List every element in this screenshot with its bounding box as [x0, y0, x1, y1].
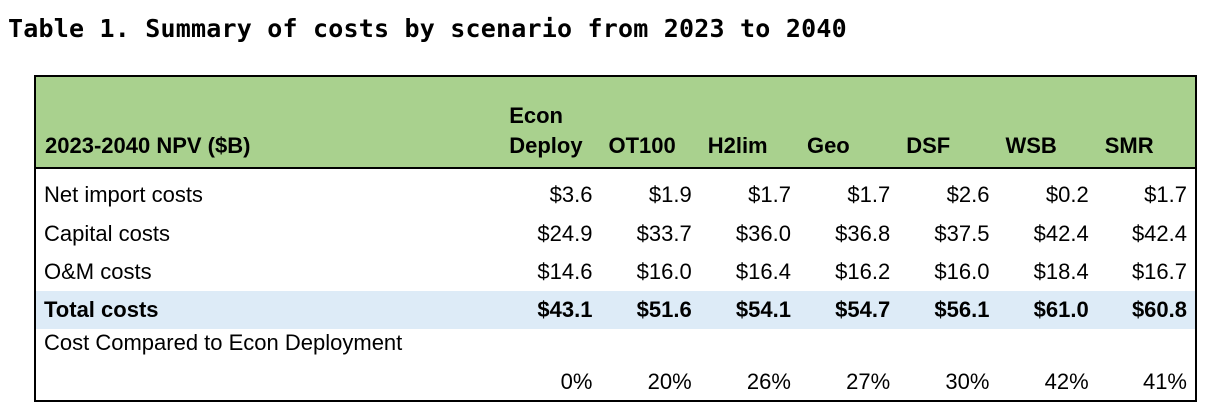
cell-value: $14.6 — [537, 259, 593, 284]
column-header-ot100: OT100 — [600, 75, 700, 169]
cell-value: $43.1 — [537, 297, 593, 322]
column-header-dsf: DSF — [898, 75, 998, 169]
table-row-capital: Capital costs $24.9 $33.7 $36.0 $36.8 $3… — [33, 215, 1198, 253]
cell-value: $16.0 — [934, 259, 990, 284]
cell-value: $33.7 — [636, 221, 692, 246]
column-header-line2: H2lim — [707, 133, 768, 158]
cell-value: $16.2 — [835, 259, 891, 284]
table-header-row: 2023-2040 NPV ($B) Econ Deploy OT100 H2l… — [33, 75, 1198, 169]
cell-value: $18.4 — [1033, 259, 1089, 284]
cell-value: $51.6 — [636, 297, 692, 322]
cell-value: $1.7 — [748, 182, 791, 207]
cell-value: $24.9 — [537, 221, 593, 246]
cell-value: $36.8 — [835, 221, 891, 246]
cell-value: $1.7 — [847, 182, 891, 207]
cell-value: 0% — [501, 364, 601, 402]
cell-value: $1.7 — [1096, 168, 1198, 215]
column-header-line2: Geo — [806, 133, 850, 158]
empty-cell — [600, 329, 699, 364]
cell-value: $16.0 — [636, 259, 692, 284]
cell-value: $42.4 — [1096, 215, 1198, 253]
cell-value: $16.7 — [1096, 253, 1198, 291]
empty-cell — [1096, 329, 1198, 364]
cell-value: $54.7 — [835, 297, 891, 322]
column-header-smr: SMR — [1096, 75, 1198, 169]
empty-cell — [33, 364, 502, 402]
cell-value: $56.1 — [934, 297, 990, 322]
column-header-line2: OT100 — [608, 133, 676, 158]
cell-value: 20% — [600, 364, 700, 402]
empty-cell — [501, 329, 600, 364]
table-row-net-import: Net import costs $3.6 $1.9 $1.7 $1.7 $2.… — [33, 168, 1198, 215]
header-label: 2023-2040 NPV ($B) — [33, 75, 502, 169]
row-label: Capital costs — [33, 215, 502, 253]
table-row-comparison-label: Cost Compared to Econ Deployment — [33, 329, 1198, 364]
empty-cell — [997, 329, 1096, 364]
row-label: Total costs — [33, 291, 502, 329]
column-header-line2: WSB — [1005, 133, 1057, 158]
cell-value: $16.4 — [735, 259, 791, 284]
column-header-line2: DSF — [906, 133, 951, 158]
empty-cell — [700, 329, 799, 364]
cell-value: 30% — [898, 364, 998, 402]
column-header-econ-deploy: Econ Deploy — [501, 75, 601, 169]
cell-value: 42% — [997, 364, 1097, 402]
table-row-total: Total costs $43.1 $51.6 $54.1 $54.7 $56.… — [33, 291, 1198, 329]
cell-value: $42.4 — [1033, 221, 1089, 246]
comparison-label: Cost Compared to Econ Deployment — [33, 329, 502, 364]
table-row-comparison-values: 0% 20% 26% 27% 30% 42% 41% — [33, 364, 1198, 402]
cell-value: $61.0 — [1033, 297, 1089, 322]
cell-value: $36.0 — [735, 221, 791, 246]
row-label: O&M costs — [33, 253, 502, 291]
cell-value: 26% — [699, 364, 799, 402]
column-header-line1: Econ — [509, 103, 563, 128]
column-header-h2lim: H2lim — [699, 75, 799, 169]
row-label: Net import costs — [33, 168, 502, 215]
column-header-line2: Deploy — [509, 133, 583, 158]
cell-value: 27% — [798, 364, 899, 402]
table-row-om: O&M costs $14.6 $16.0 $16.4 $16.2 $16.0 … — [33, 253, 1198, 291]
cell-value: $3.6 — [549, 182, 593, 207]
cell-value: 41% — [1096, 364, 1198, 402]
cell-value: $60.8 — [1096, 291, 1198, 329]
cell-value: $0.2 — [1045, 182, 1089, 207]
empty-cell — [898, 329, 997, 364]
cost-summary-table: 2023-2040 NPV ($B) Econ Deploy OT100 H2l… — [33, 75, 1198, 402]
column-header-line2: SMR — [1104, 133, 1154, 158]
column-header-geo: Geo — [798, 75, 899, 169]
cell-value: $2.6 — [946, 182, 990, 207]
table-caption: Table 1. Summary of costs by scenario fr… — [8, 14, 847, 43]
column-header-wsb: WSB — [997, 75, 1097, 169]
cell-value: $37.5 — [934, 221, 990, 246]
cell-value: $1.9 — [648, 182, 692, 207]
empty-cell — [799, 329, 898, 364]
cell-value: $54.1 — [735, 297, 791, 322]
